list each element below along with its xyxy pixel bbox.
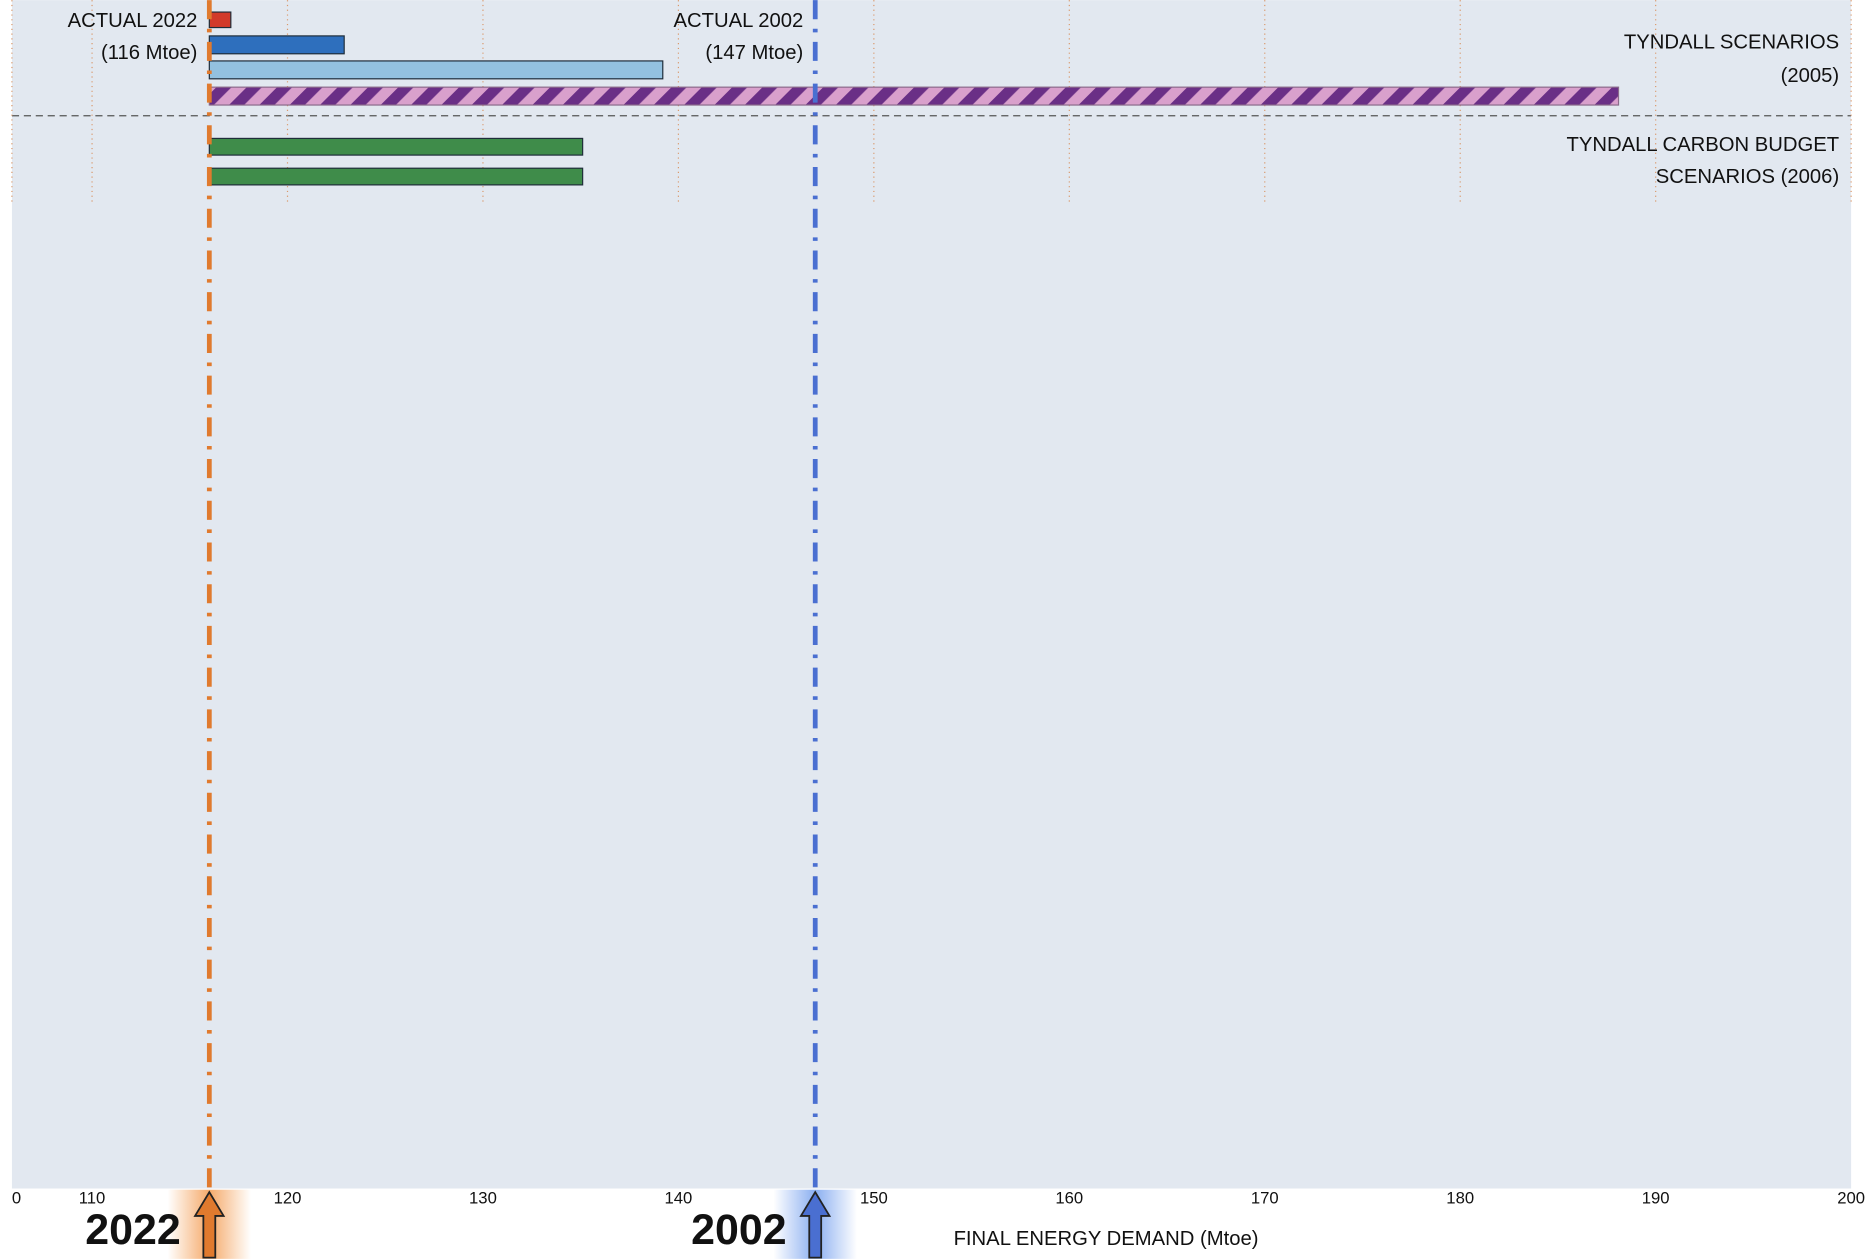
bar	[208, 35, 345, 55]
reference-label: (116 Mtoe)	[101, 42, 197, 64]
bar	[208, 11, 232, 29]
x-tick-label: 110	[79, 1189, 106, 1208]
group-label: SCENARIOS (2006)	[1656, 166, 1839, 188]
x-tick-label: 160	[1055, 1189, 1083, 1208]
bar	[208, 137, 584, 156]
bar	[208, 167, 584, 186]
arrow	[799, 1190, 832, 1259]
x-tick-label: 130	[469, 1189, 497, 1208]
group-label: (2005)	[1781, 65, 1840, 87]
x-tick-label: 0	[12, 1189, 21, 1208]
x-tick-label: 200	[1837, 1189, 1865, 1208]
bar	[208, 86, 1620, 106]
reference-label: ACTUAL 2022	[68, 10, 198, 32]
x-tick-label: 120	[274, 1189, 302, 1208]
x-tick-label: 180	[1446, 1189, 1474, 1208]
arrow	[193, 1190, 226, 1259]
x-tick-label: 150	[860, 1189, 888, 1208]
marker-label: 2022	[85, 1206, 180, 1254]
x-tick-label: 140	[664, 1189, 692, 1208]
x-tick-label: 190	[1642, 1189, 1670, 1208]
group-label: TYNDALL CARBON BUDGET	[1567, 134, 1840, 156]
reference-label: ACTUAL 2002	[673, 10, 803, 32]
plot-area	[11, 0, 1852, 1189]
x-tick-label: 170	[1251, 1189, 1279, 1208]
x-axis-label: FINAL ENERGY DEMAND (Mtoe)	[954, 1228, 1259, 1250]
marker-label: 2002	[691, 1206, 786, 1254]
bar	[208, 60, 664, 80]
reference-label: (147 Mtoe)	[705, 42, 803, 64]
group-label: TYNDALL SCENARIOS	[1624, 31, 1839, 53]
